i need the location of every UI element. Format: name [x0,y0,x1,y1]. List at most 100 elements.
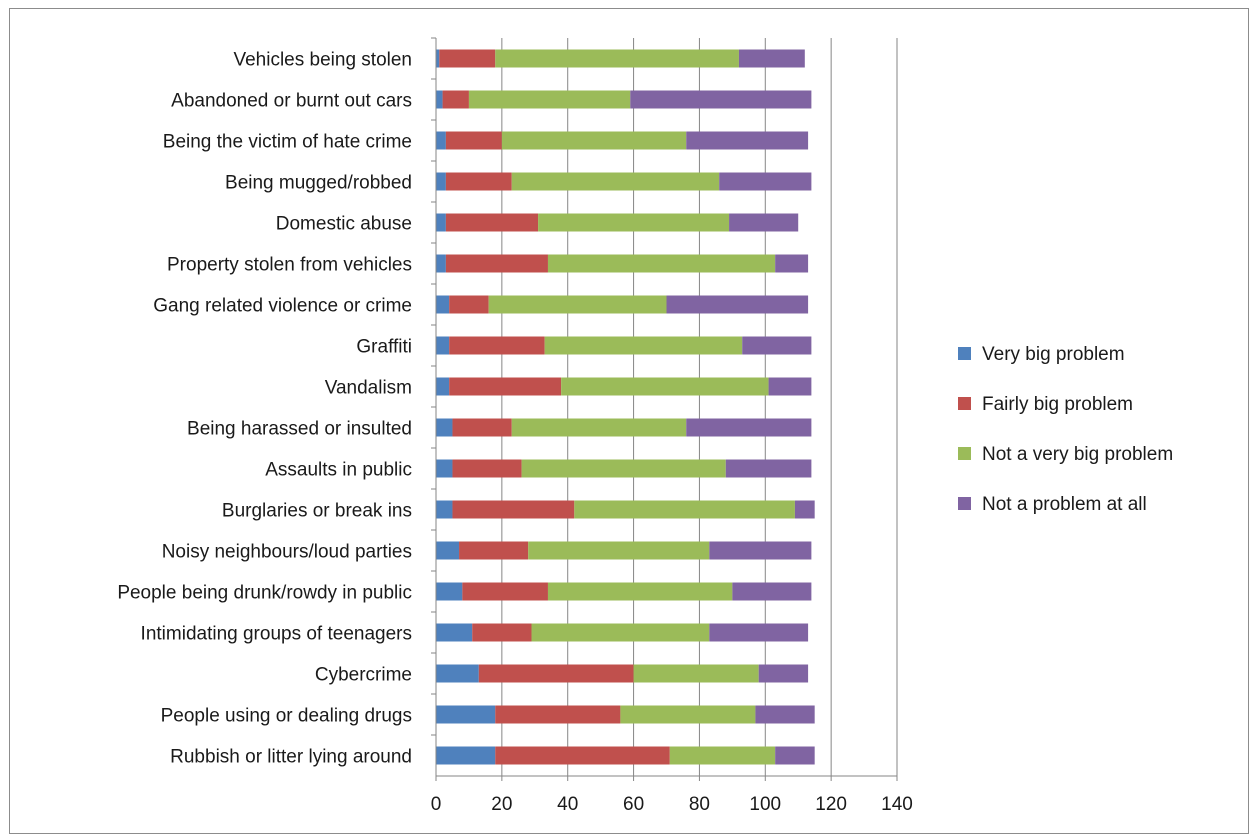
bar-segment [449,336,545,355]
x-tick-label: 140 [881,794,913,815]
bar-segment [445,172,512,191]
bar-segment [758,664,809,683]
x-tick-label: 60 [623,794,644,815]
category-labels: Vehicles being stolen Abandoned or burnt … [117,50,412,768]
bar-segment [547,254,776,273]
bar-segment [686,418,812,437]
category-label: Abandoned or burnt out cars [171,91,412,112]
category-label: Being mugged/robbed [225,173,412,194]
category-label: People being drunk/rowdy in public [117,583,412,604]
bar-segment [633,664,759,683]
category-label: Burglaries or break ins [222,501,412,522]
x-tick-label: 20 [491,794,512,815]
bar-segment [775,254,809,273]
bar-segment [544,336,743,355]
bar-segment [436,131,446,150]
bar-segment [436,459,453,478]
bar-segment [436,500,453,519]
category-label: Graffiti [356,337,412,358]
x-tick-label: 100 [749,794,781,815]
bar-segment [472,623,532,642]
category-label: People using or dealing drugs [161,706,412,727]
bar-segment [495,705,621,724]
category-label: Noisy neighbours/loud parties [162,542,412,563]
bar-segment [436,418,453,437]
bar-segment [538,213,730,232]
bar-segment [755,705,815,724]
bar-segment [445,213,539,232]
x-tick-labels: 0 20 40 60 80 100 120 140 [431,794,913,815]
legend: Very big problem Fairly big problem Not a … [958,344,1173,515]
legend-swatch [958,347,971,360]
bar-segment [794,500,815,519]
bar-segment [445,131,502,150]
bar-segment [442,90,469,109]
category-label: Property stolen from vehicles [167,255,412,276]
x-tick-label: 120 [815,794,847,815]
bar-segment [511,418,687,437]
legend-label: Very big problem [982,344,1125,365]
bar-segment [511,172,720,191]
bar-segment [709,541,812,560]
bar-segment [775,746,815,765]
bar-segment [445,254,548,273]
bar-segment [452,500,575,519]
bar-segment [436,90,443,109]
bar-segment [449,377,562,396]
bar-segment [436,582,463,601]
category-label: Intimidating groups of teenagers [141,624,412,645]
bar-segment [439,49,496,68]
bar-segment [547,582,733,601]
bar-segment [574,500,795,519]
bar-segment [669,746,776,765]
bar-segment [630,90,812,109]
bar-segment [436,541,460,560]
bar-segment [768,377,812,396]
bars [436,49,815,765]
bar-segment [436,336,450,355]
bar-segment [436,623,473,642]
bar-segment [495,746,670,765]
bar-segment [561,377,769,396]
bar-segment [488,295,667,314]
bar-segment [521,459,726,478]
bar-segment [531,623,710,642]
bar-segment [732,582,812,601]
bar-segment [436,295,450,314]
legend-label: Not a problem at all [982,494,1147,515]
category-label: Being harassed or insulted [187,419,412,440]
legend-swatch [958,497,971,510]
bar-segment [742,336,812,355]
category-label: Vandalism [325,378,412,399]
bar-segment [436,746,496,765]
gridlines [501,38,898,776]
bar-segment [620,705,756,724]
bar-segment [501,131,687,150]
legend-swatch [958,447,971,460]
bar-segment [436,254,446,273]
axes [431,37,898,781]
bar-segment [666,295,809,314]
bar-segment [436,213,446,232]
bar-segment [459,541,529,560]
category-label: Domestic abuse [276,214,412,235]
bar-segment [436,664,479,683]
bar-segment [478,664,634,683]
bar-segment [719,172,812,191]
legend-label: Fairly big problem [982,394,1133,415]
category-label: Assaults in public [265,460,412,481]
x-tick-label: 0 [431,794,442,815]
bar-segment [686,131,809,150]
x-tick-label: 40 [557,794,578,815]
bar-segment [709,623,809,642]
category-label: Gang related violence or crime [153,296,412,317]
bar-segment [452,459,522,478]
category-label: Vehicles being stolen [233,50,412,71]
category-label: Being the victim of hate crime [163,132,412,153]
bar-segment [436,377,450,396]
bar-segment [436,49,440,68]
bar-segment [729,213,799,232]
bar-segment [436,172,446,191]
category-label: Rubbish or litter lying around [170,747,412,768]
